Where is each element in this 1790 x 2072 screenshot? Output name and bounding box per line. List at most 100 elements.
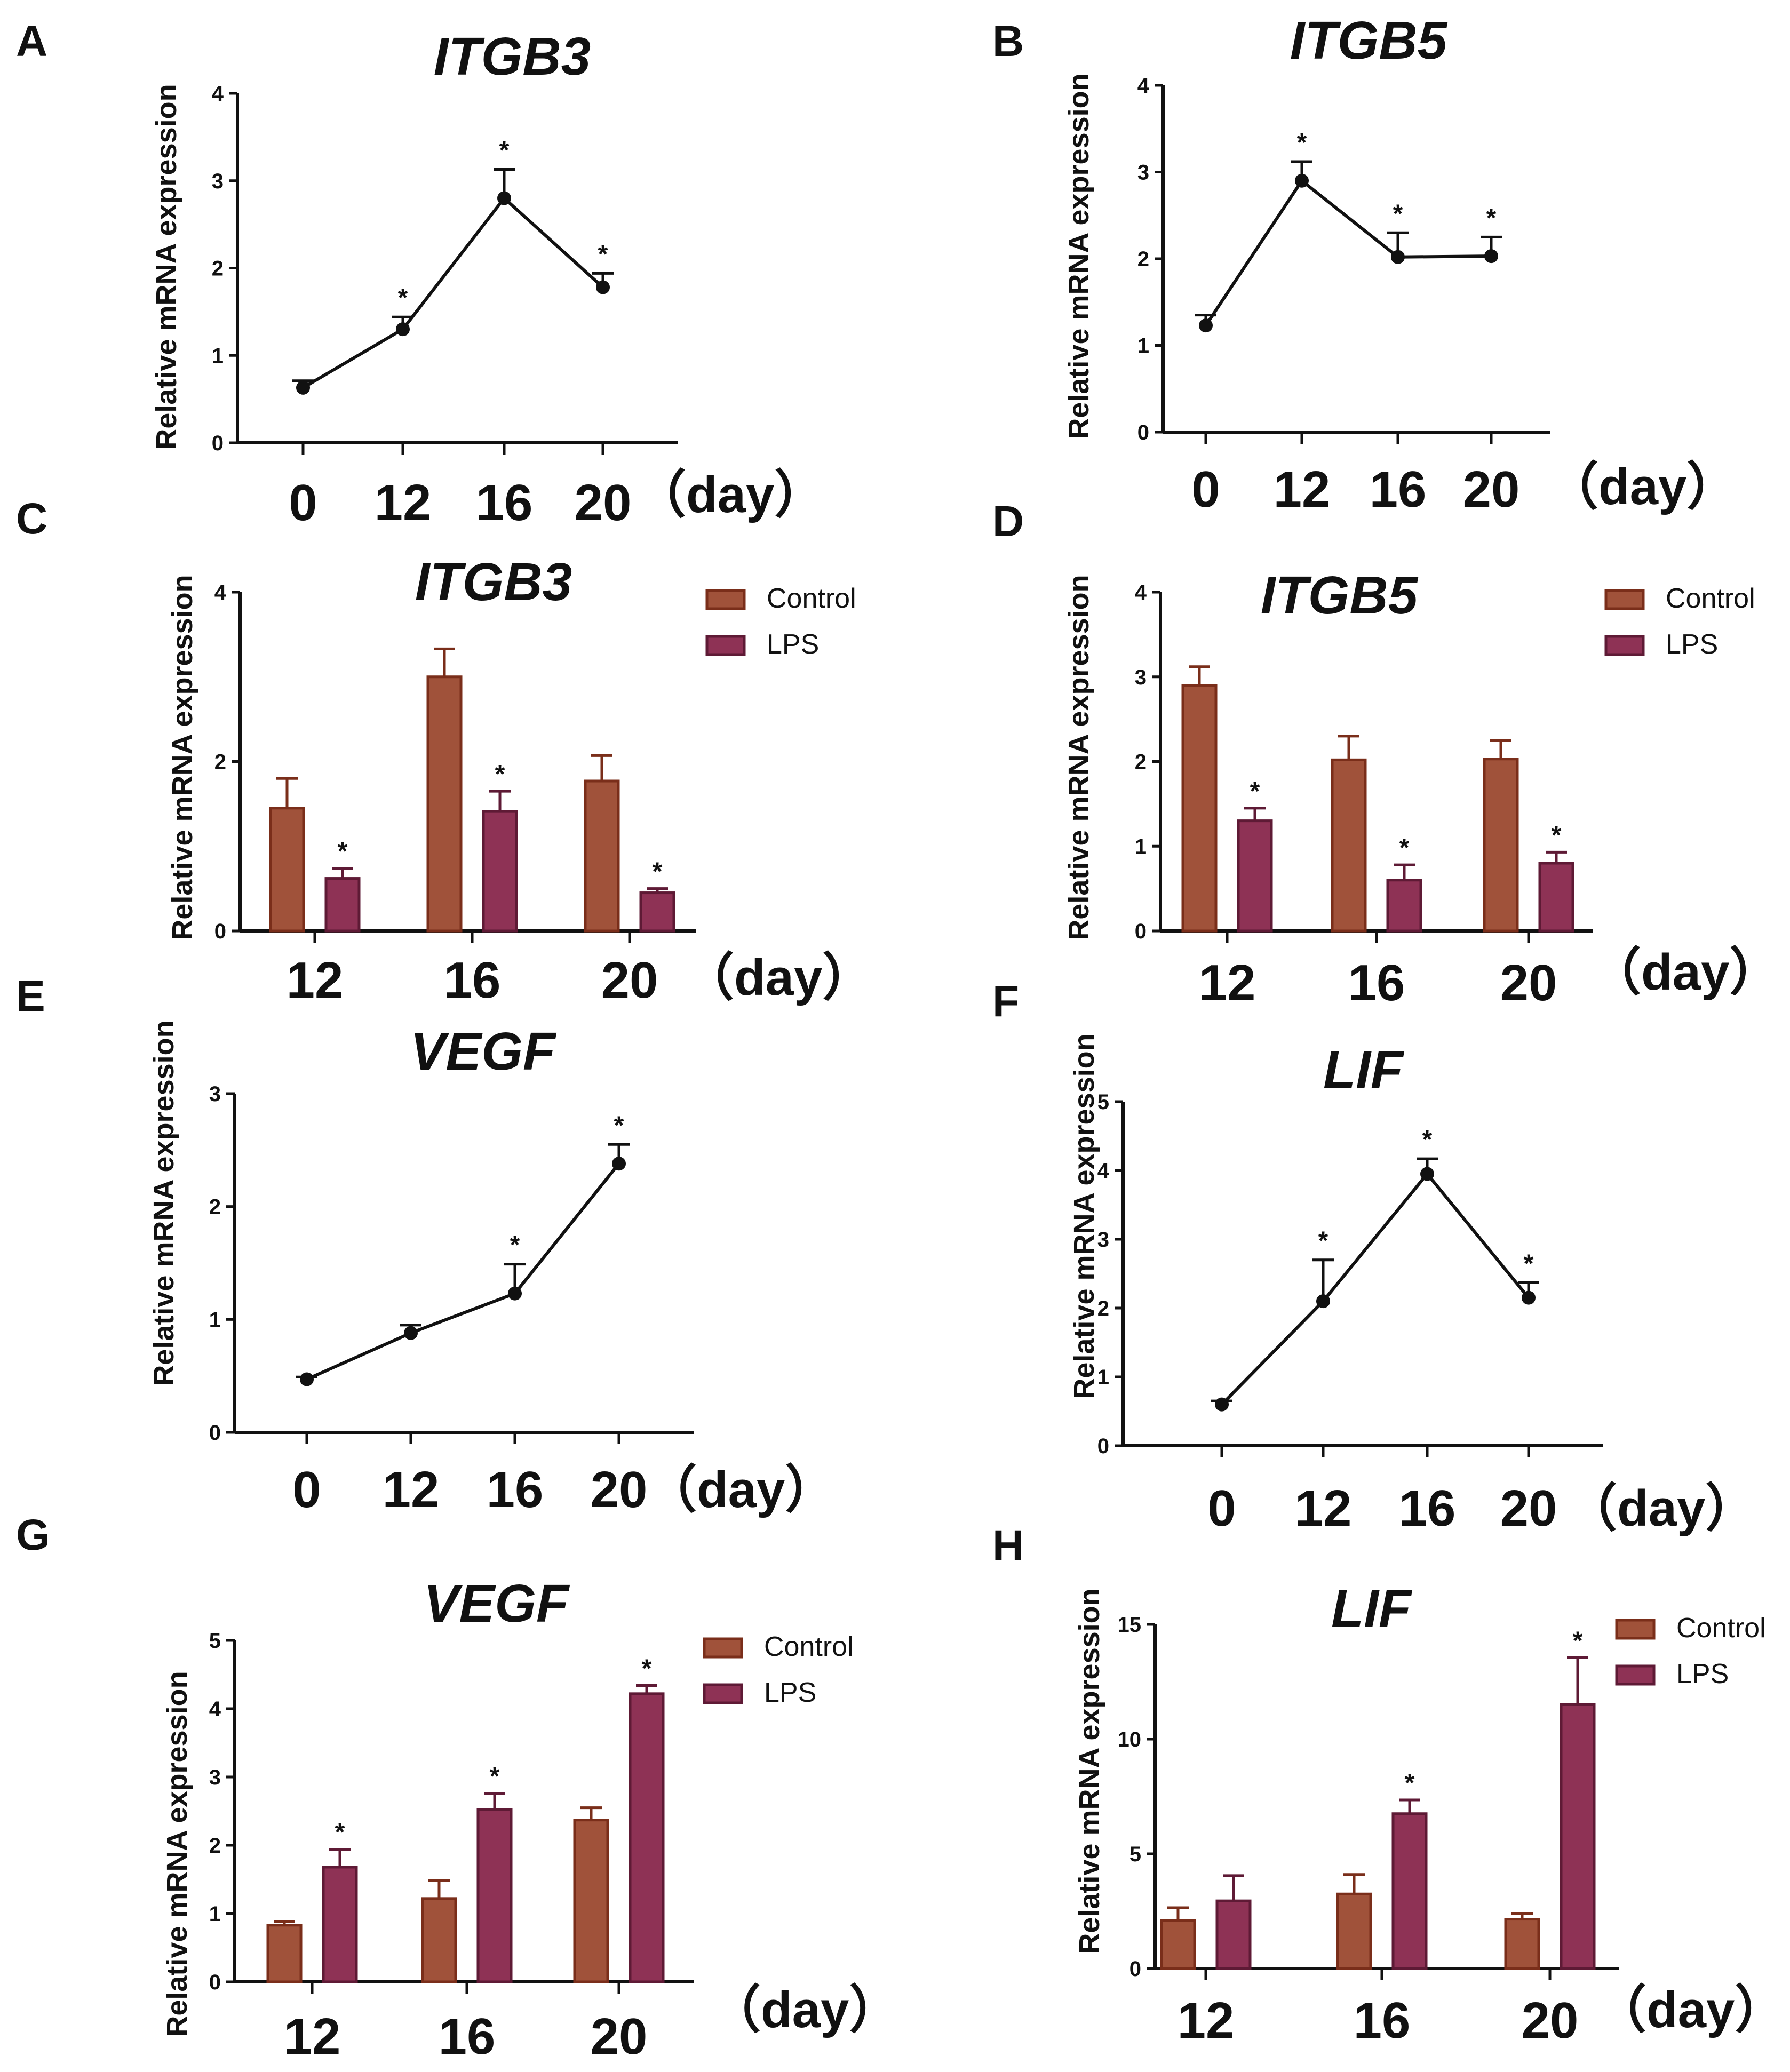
- chart-title: LIF: [1323, 1040, 1405, 1100]
- y-tick-label: 0: [209, 1971, 221, 1994]
- control-bar: [1160, 1919, 1196, 1970]
- lps-bar: [1391, 1812, 1428, 1970]
- y-tick-label: 0: [1129, 1957, 1141, 1981]
- control-bar: [426, 675, 463, 933]
- significance-star: *: [614, 1111, 624, 1139]
- y-tick-label: 3: [1135, 666, 1147, 689]
- data-point: [1199, 318, 1213, 333]
- chart-title: LIF: [1331, 1579, 1413, 1639]
- y-axis-label: Relative mRNA expression: [150, 84, 182, 449]
- control-bar: [1483, 758, 1519, 933]
- y-tick-label: 1: [209, 1308, 221, 1332]
- lps-bar: [482, 810, 518, 933]
- y-tick-label: 2: [1137, 248, 1149, 271]
- y-tick-label: 4: [1097, 1159, 1110, 1183]
- y-tick-label: 1: [1097, 1366, 1109, 1389]
- y-tick-label: 0: [209, 1421, 221, 1445]
- x-tick-label: 20: [591, 2008, 648, 2065]
- chart-title: ITGB5: [1290, 11, 1448, 70]
- significance-star: *: [510, 1231, 520, 1260]
- data-point: [508, 1286, 522, 1301]
- x-tick-label: 0: [1207, 1480, 1236, 1537]
- significance-star: *: [1486, 204, 1497, 232]
- lps-bar: [324, 877, 361, 933]
- y-tick-label: 3: [1137, 161, 1149, 185]
- y-tick-label: 5: [1129, 1843, 1141, 1866]
- significance-star: *: [1524, 1249, 1534, 1278]
- y-axis-label: Relative mRNA expression: [1068, 1033, 1100, 1399]
- x-tick-label: 20: [601, 952, 658, 1009]
- legend-label-control: Control: [1666, 583, 1755, 614]
- x-tick-label: 12: [284, 2008, 341, 2065]
- y-tick-label: 1: [209, 1902, 221, 1926]
- chart-title: ITGB3: [415, 552, 572, 612]
- control-bar: [266, 1924, 303, 1983]
- x-tick-label: 16: [1399, 1480, 1456, 1537]
- significance-star: *: [338, 838, 348, 866]
- panel-letter: B: [992, 17, 1024, 66]
- control-bar: [421, 1897, 457, 1983]
- legend-swatch-lps: [1615, 1664, 1656, 1686]
- legend-label-lps: LPS: [1676, 1659, 1729, 1690]
- x-tick-label: 20: [575, 474, 632, 531]
- y-axis-label: Relative mRNA expression: [1073, 1588, 1105, 1954]
- significance-star: *: [642, 1654, 652, 1683]
- x-tick-label: 16: [439, 2008, 496, 2065]
- x-tick-label: 16: [1348, 954, 1405, 1011]
- y-axis-label: Relative mRNA expression: [161, 1671, 193, 2036]
- x-tick-label: 16: [1370, 461, 1427, 518]
- y-tick-label: 4: [1135, 581, 1147, 604]
- y-tick-label: 0: [214, 920, 226, 943]
- y-axis-label: Relative mRNA expression: [166, 575, 198, 940]
- significance-star: *: [653, 858, 663, 886]
- series-line: [1204, 178, 1492, 326]
- y-tick-label: 2: [1135, 751, 1147, 774]
- legend-label-control: Control: [767, 583, 856, 614]
- panel-letter: A: [16, 17, 47, 66]
- lps-bar: [629, 1692, 665, 1983]
- data-point: [1522, 1290, 1536, 1305]
- data-point: [1420, 1167, 1434, 1181]
- data-point: [596, 280, 610, 294]
- significance-star: *: [1318, 1227, 1328, 1255]
- x-tick-label: 12: [287, 952, 344, 1009]
- x-tick-label: 12: [375, 474, 432, 531]
- y-tick-label: 0: [1097, 1435, 1109, 1458]
- lps-bar: [1538, 862, 1574, 933]
- data-point: [1484, 249, 1498, 264]
- significance-star: *: [1297, 129, 1307, 157]
- y-tick-label: 0: [1135, 920, 1147, 943]
- chart-title: VEGF: [410, 1022, 557, 1081]
- y-tick-label: 4: [214, 581, 227, 604]
- x-tick-label: 20: [1522, 1992, 1579, 2049]
- y-tick-label: 2: [214, 751, 226, 774]
- legend-label-control: Control: [1676, 1613, 1766, 1644]
- x-tick-label: 12: [1295, 1480, 1352, 1537]
- y-tick-label: 10: [1118, 1728, 1142, 1751]
- y-tick-label: 4: [212, 82, 224, 106]
- x-tick-label: 16: [444, 952, 501, 1009]
- significance-star: *: [1573, 1627, 1583, 1655]
- y-tick-label: 1: [212, 344, 224, 368]
- chart-title: ITGB3: [434, 27, 591, 86]
- y-axis-label: Relative mRNA expression: [1063, 575, 1095, 940]
- data-point: [497, 191, 511, 205]
- control-bar: [269, 807, 305, 933]
- significance-star: *: [1552, 821, 1562, 849]
- panel-letter: D: [992, 497, 1024, 546]
- chart-title: VEGF: [424, 1574, 570, 1633]
- lps-bar: [1560, 1703, 1596, 1970]
- series-line: [306, 1162, 620, 1381]
- panel-c: C ITGB3 Relative mRNA expression 0 2 4 12 16 20 （…: [16, 495, 873, 1009]
- panel-letter: E: [16, 972, 45, 1021]
- x-tick-label: 20: [1500, 954, 1557, 1011]
- panel-letter: F: [992, 977, 1019, 1026]
- series-line: [1220, 1171, 1530, 1406]
- lps-bar: [639, 891, 675, 933]
- significance-star: *: [1422, 1126, 1433, 1154]
- y-tick-label: 2: [1097, 1297, 1109, 1320]
